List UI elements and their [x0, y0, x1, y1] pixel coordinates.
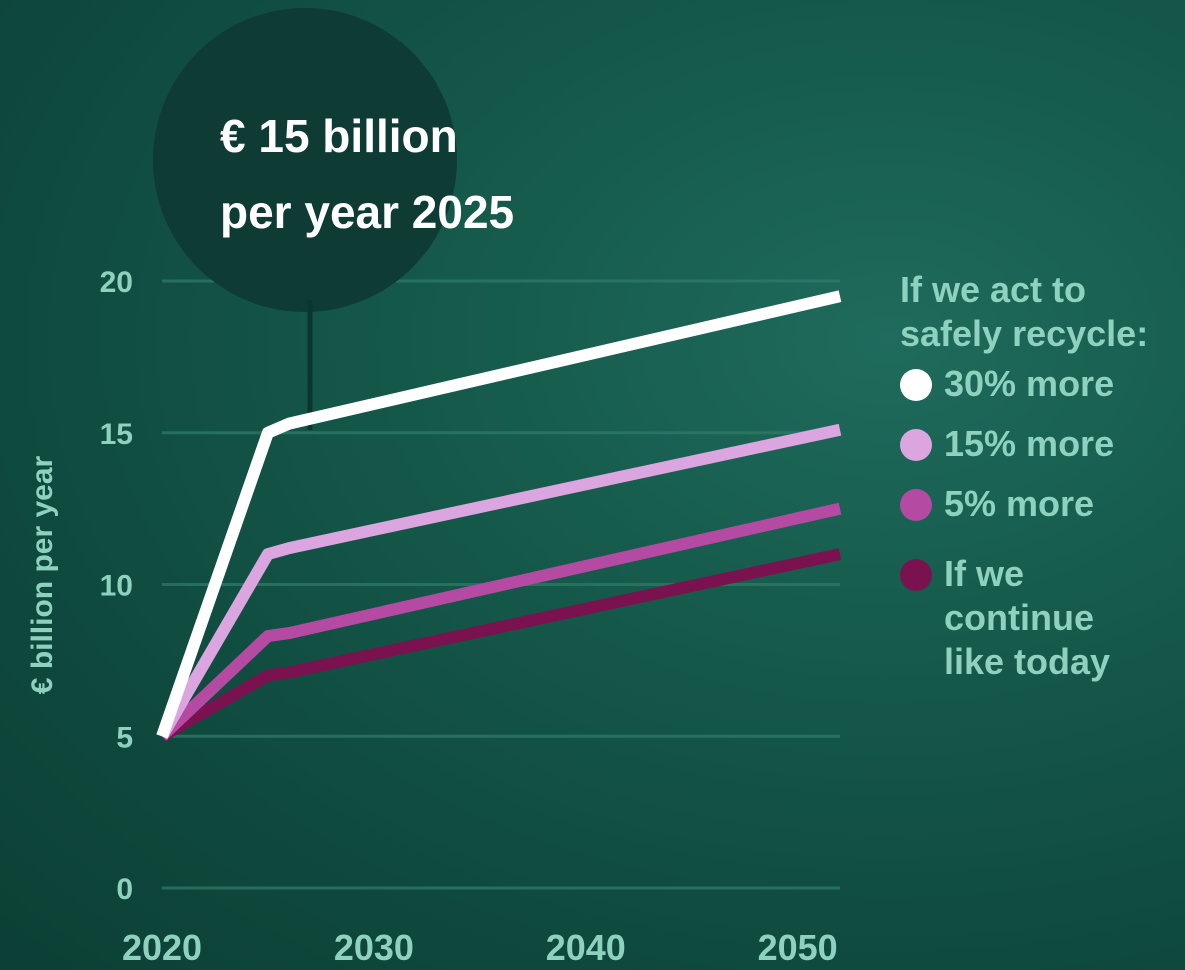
legend-title-line-2: safely recycle:	[900, 313, 1149, 354]
series-line-if-we-continue-like-today	[159, 548, 842, 742]
x-tick-label-2050: 2050	[758, 927, 838, 968]
x-tick-labels: 2020 2030 2040 2050	[122, 927, 838, 968]
legend-label-30-more: 30% more	[944, 363, 1115, 404]
y-tick-label-20: 20	[100, 266, 133, 299]
y-tick-labels: 0 5 10 15 20	[100, 266, 133, 906]
x-tick-label-2020: 2020	[122, 927, 202, 968]
legend-title-line-1: If we act to	[900, 269, 1087, 310]
legend-item-5-more: 5% more	[900, 482, 1180, 542]
legend-swatch-15-more	[900, 429, 932, 461]
series-line-5-more	[157, 502, 842, 741]
y-tick-label-5: 5	[116, 721, 133, 754]
series-line-15-more	[156, 423, 842, 740]
legend-item-15-more: 15% more	[900, 422, 1180, 482]
legend-swatch-5-more	[900, 489, 932, 521]
legend-label-continue-like-today: If we continue like today	[944, 553, 1111, 682]
x-tick-label-2030: 2030	[334, 927, 414, 968]
y-tick-label-0: 0	[116, 873, 133, 906]
series-layer	[156, 290, 842, 742]
legend-swatch-continue-like-today	[900, 559, 932, 591]
legend-swatch-30-more	[900, 369, 932, 401]
y-tick-label-10: 10	[100, 570, 133, 603]
y-axis-label: € billion per year	[26, 455, 59, 694]
legend-label-5-more: 5% more	[944, 483, 1095, 524]
legend: If we act to safely recycle: 30% more 15…	[900, 268, 1180, 684]
legend-item-30-more: 30% more	[900, 362, 1180, 422]
legend-label-15-more: 15% more	[944, 423, 1115, 464]
y-tick-label-15: 15	[100, 418, 133, 451]
legend-item-continue-like-today: If we continue like today	[900, 552, 1180, 684]
series-line-30-more	[156, 290, 842, 739]
legend-title: If we act to safely recycle:	[900, 268, 1180, 356]
callout-value: € 15 billion	[220, 110, 458, 162]
x-tick-label-2040: 2040	[546, 927, 626, 968]
callout-period: per year 2025	[220, 186, 514, 238]
callout-circle	[153, 8, 457, 312]
